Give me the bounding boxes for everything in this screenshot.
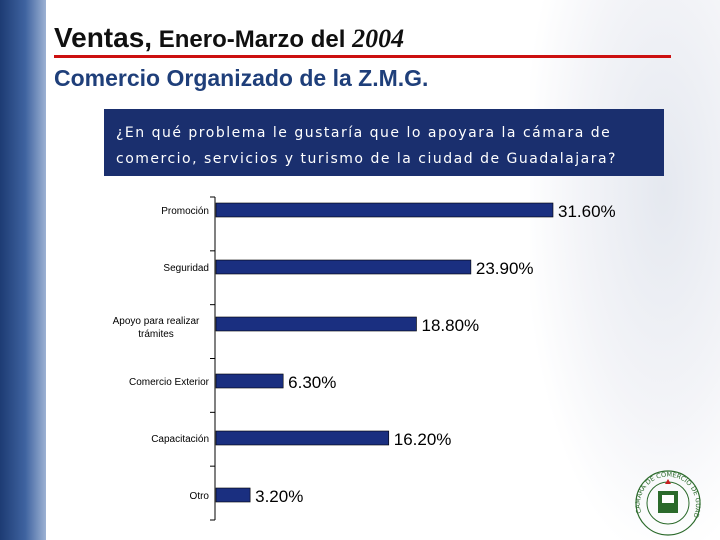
category-label: Capacitación bbox=[151, 434, 209, 445]
statue-watermark bbox=[530, 0, 720, 540]
bar-0 bbox=[215, 202, 554, 218]
value-label: 6.30% bbox=[288, 373, 336, 392]
category-label: Apoyo para realizar trámites bbox=[113, 316, 200, 340]
bar-4 bbox=[215, 430, 390, 446]
survey-question-box: ¿En qué problema le gustaría que lo apoy… bbox=[104, 109, 664, 176]
value-label: 23.90% bbox=[476, 259, 534, 278]
value-label: 31.60% bbox=[558, 202, 616, 221]
title-sales: Ventas, bbox=[54, 22, 153, 53]
bar-5 bbox=[215, 487, 251, 503]
bar-3 bbox=[215, 373, 284, 389]
slide-subtitle: Comercio Organizado de la Z.M.G. bbox=[54, 65, 429, 91]
survey-question-text: ¿En qué problema le gustaría que lo apoy… bbox=[116, 125, 617, 167]
title-year: 2004 bbox=[352, 24, 405, 53]
chamber-of-commerce-seal-icon: CAMARA DE COMERCIO DE GUADALAJARA bbox=[620, 465, 702, 536]
bar-2 bbox=[215, 316, 417, 332]
value-label: 18.80% bbox=[421, 316, 479, 335]
category-label: Comercio Exterior bbox=[129, 377, 210, 388]
title-period: Enero-Marzo del bbox=[152, 26, 353, 53]
value-label: 16.20% bbox=[394, 430, 452, 449]
left-decorative-band bbox=[0, 0, 46, 540]
title-underline bbox=[54, 55, 671, 58]
category-label: Otro bbox=[190, 491, 210, 502]
category-label: Promoción bbox=[161, 206, 209, 217]
category-label: Seguridad bbox=[163, 263, 209, 274]
slide-title: Ventas, Enero-Marzo del 2004 bbox=[54, 22, 404, 54]
value-label: 3.20% bbox=[255, 487, 303, 506]
bar-1 bbox=[215, 259, 472, 275]
